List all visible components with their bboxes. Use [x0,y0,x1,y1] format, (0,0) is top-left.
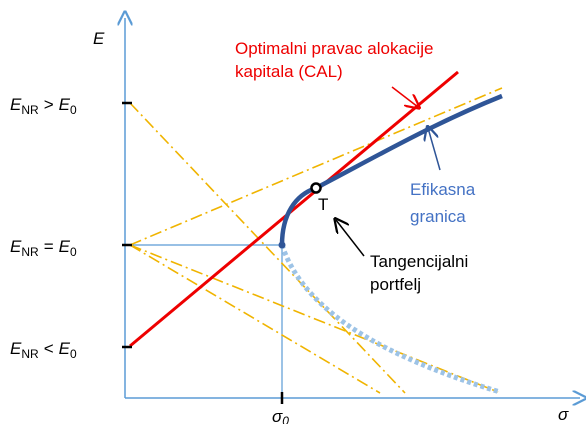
frontier-label: Efikasna [410,180,476,199]
y-tick-label: ENR = E0 [10,237,77,259]
x-axis-label: σ [558,405,569,424]
cal-arrow [391,86,418,107]
min-variance-point [278,241,286,249]
y-tick-label: ENR < E0 [10,339,77,361]
tangency-point [310,182,322,194]
y-axis-label: E [93,29,105,48]
frontier-arrow [428,128,441,171]
cal-label: kapitala (CAL) [235,62,343,81]
tangency-label: Tangencijalni [370,252,468,271]
frontier-label: granica [410,207,466,226]
y-tick-label: ENR > E0 [10,95,77,117]
point-label: T [318,195,328,214]
x-tick-label: σ0 [272,407,289,424]
cal-label: Optimalni pravac alokacije [235,39,433,58]
ticks [122,101,284,404]
dash-dot-lines [129,87,503,394]
inefficient-frontier [279,244,501,395]
tangency-label: portfelj [370,275,421,294]
efficient-frontier [279,93,503,246]
cal-line [129,70,459,348]
tangency-arrow [336,220,365,257]
